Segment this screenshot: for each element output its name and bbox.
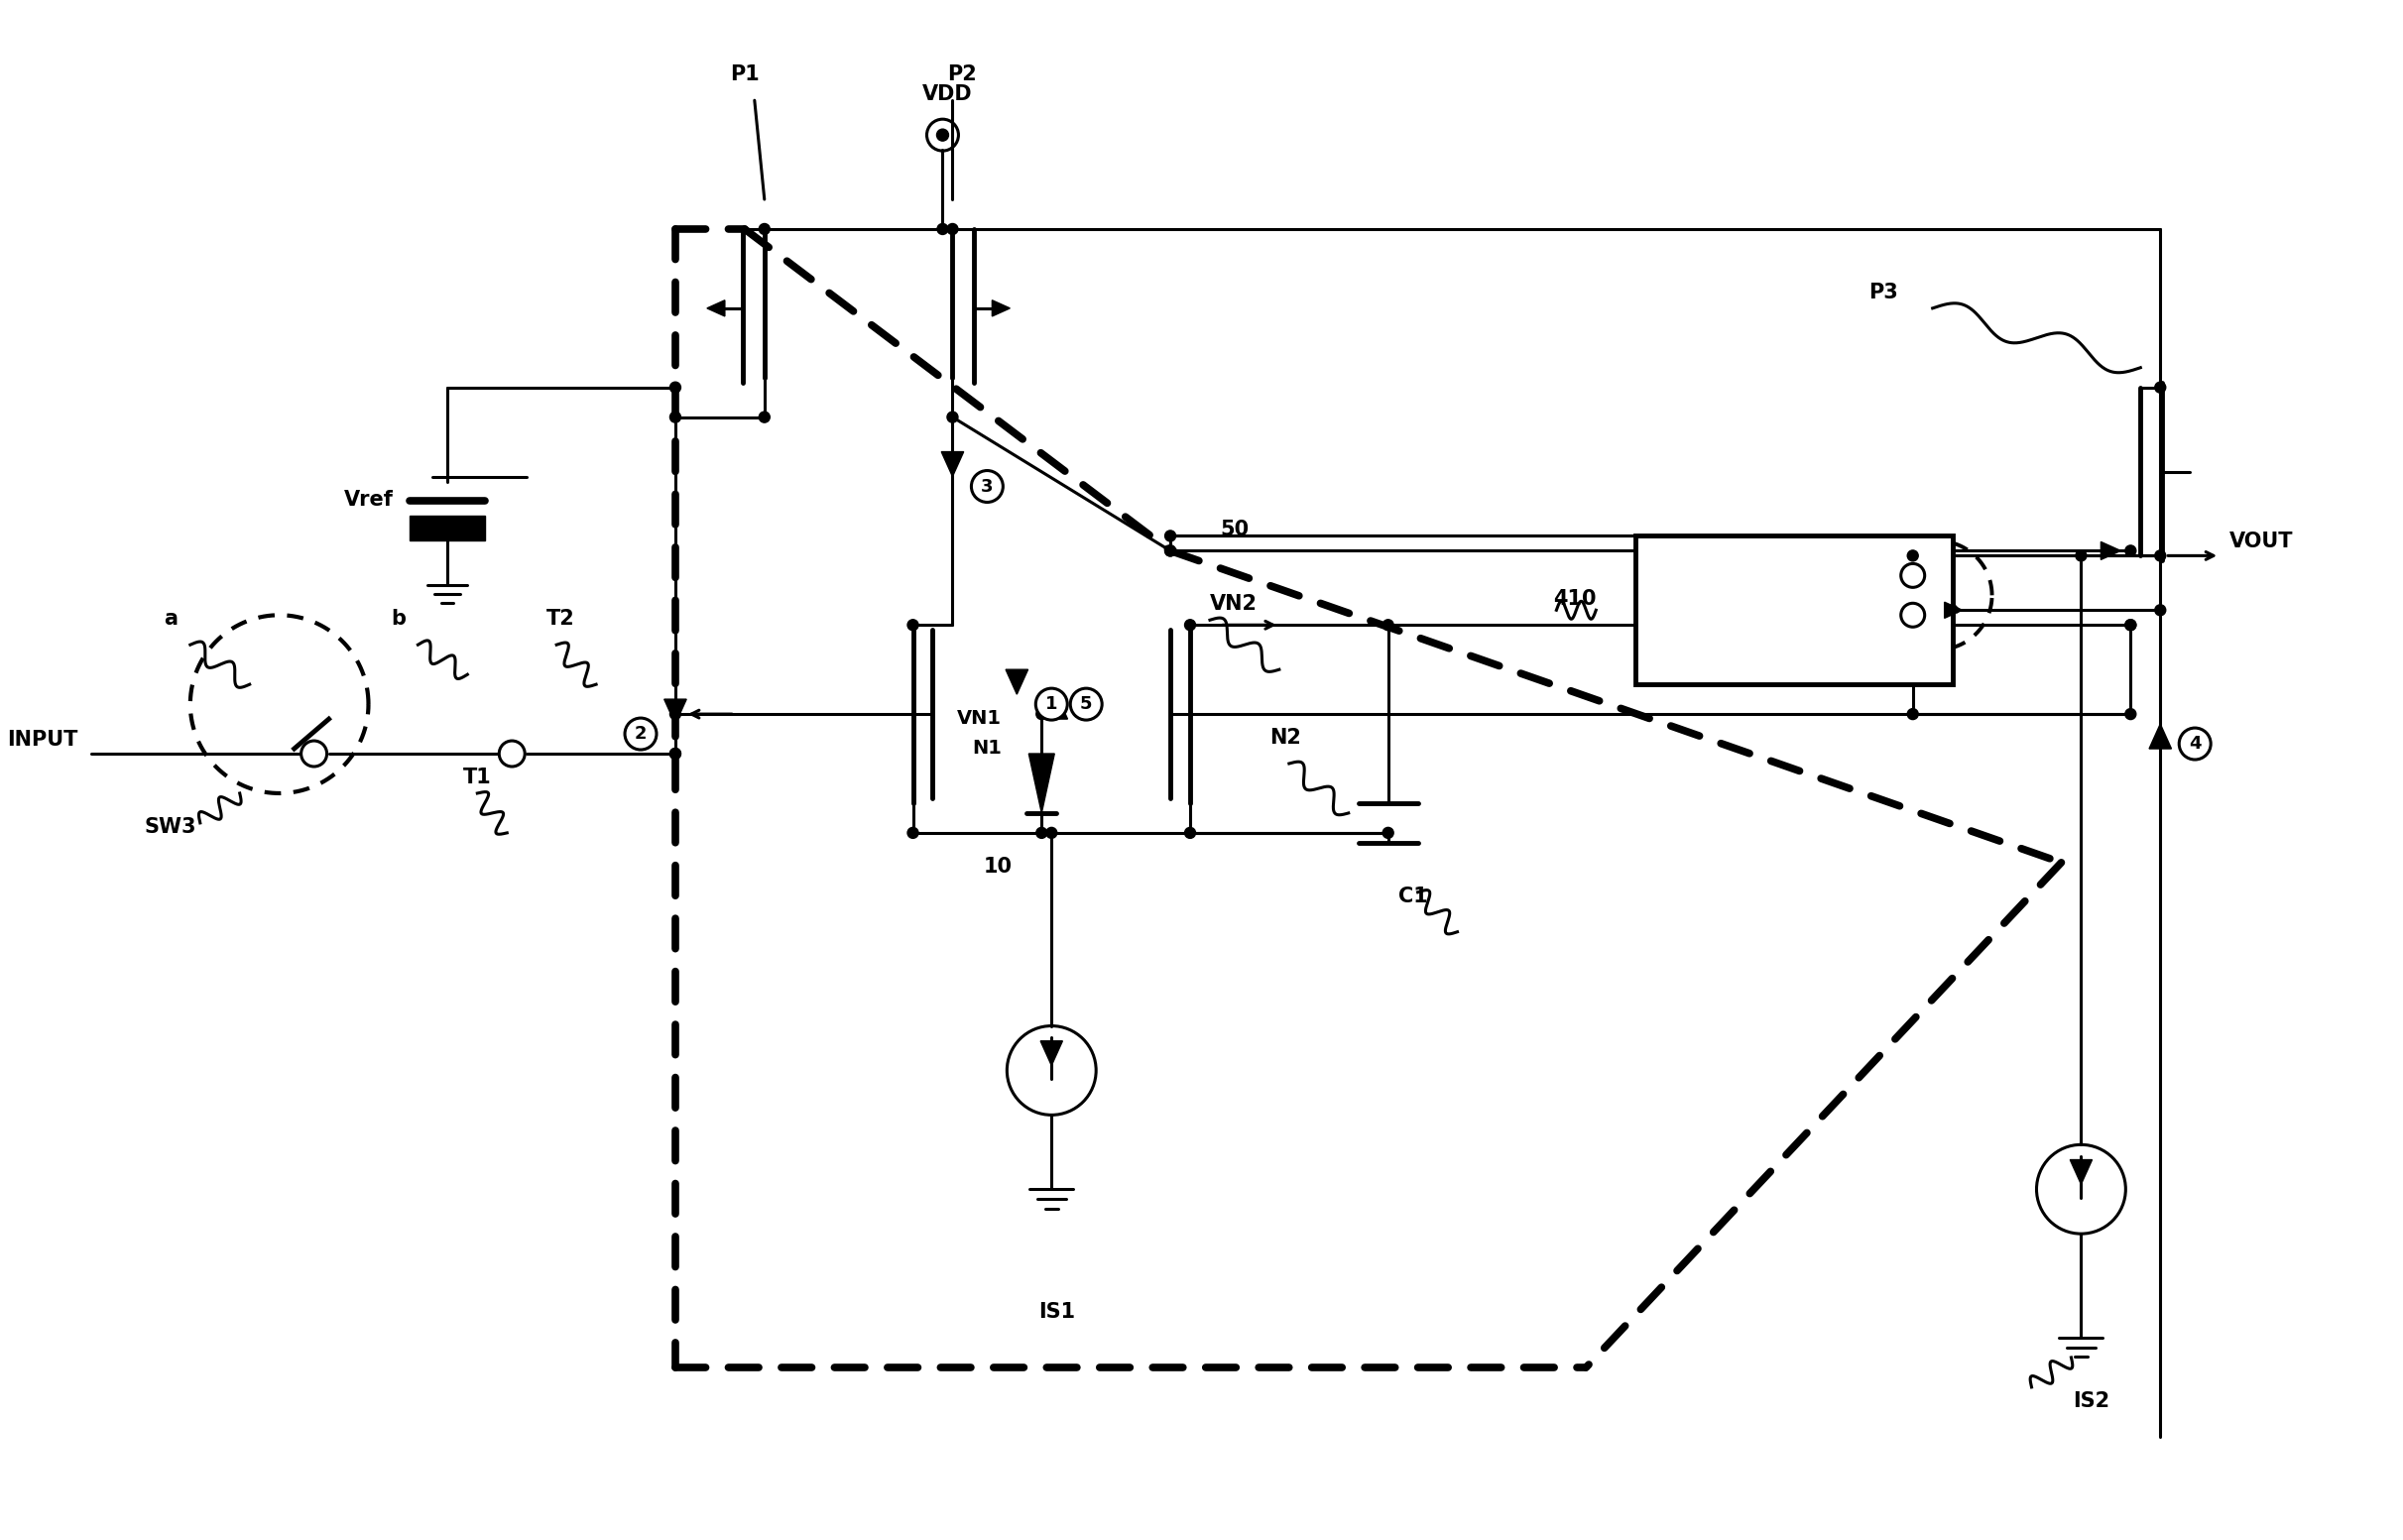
Circle shape [2124, 708, 2136, 719]
Bar [411, 516, 485, 541]
Circle shape [947, 223, 959, 234]
Circle shape [1036, 708, 1048, 719]
Text: a: a [163, 610, 178, 628]
Text: 50: 50 [1221, 521, 1250, 541]
Text: 1: 1 [1045, 695, 1057, 713]
Circle shape [1382, 619, 1394, 630]
Circle shape [1382, 827, 1394, 838]
Circle shape [1165, 530, 1175, 542]
Circle shape [971, 471, 1002, 502]
Circle shape [1165, 545, 1175, 556]
Text: 3: 3 [980, 477, 992, 496]
Text: SW1: SW1 [1812, 545, 1862, 565]
Text: a: a [1925, 534, 1939, 554]
Text: Vref: Vref [344, 490, 394, 510]
Circle shape [1165, 545, 1175, 556]
Circle shape [670, 748, 680, 759]
Text: P2: P2 [947, 65, 978, 85]
Polygon shape [1944, 602, 1963, 618]
Text: SW3: SW3 [144, 818, 197, 836]
Circle shape [2155, 382, 2165, 393]
Text: 4: 4 [2189, 735, 2201, 753]
Circle shape [759, 411, 769, 422]
Text: T1: T1 [464, 767, 493, 787]
Polygon shape [2148, 724, 2172, 748]
Text: 2: 2 [634, 725, 646, 742]
Polygon shape [2100, 542, 2122, 559]
Polygon shape [942, 451, 964, 476]
Polygon shape [992, 300, 1009, 316]
Circle shape [2155, 550, 2165, 561]
Circle shape [1036, 827, 1048, 838]
Circle shape [670, 748, 680, 759]
Polygon shape [1007, 670, 1028, 695]
Circle shape [947, 411, 959, 422]
Polygon shape [1040, 1041, 1062, 1066]
Text: VN1: VN1 [956, 708, 1002, 728]
Circle shape [937, 223, 949, 234]
Circle shape [2124, 545, 2136, 556]
Bar [1636, 536, 1951, 684]
Circle shape [2076, 550, 2086, 561]
Circle shape [670, 382, 680, 393]
Text: 10: 10 [983, 856, 1012, 876]
Circle shape [2180, 728, 2211, 759]
Circle shape [759, 223, 769, 234]
Circle shape [2124, 619, 2136, 630]
Text: INPUT: INPUT [7, 730, 77, 750]
Text: 5: 5 [1079, 695, 1093, 713]
Text: b: b [392, 610, 406, 628]
Text: P3: P3 [1870, 282, 1898, 302]
Polygon shape [706, 300, 726, 316]
Polygon shape [2069, 1160, 2093, 1184]
Circle shape [670, 708, 680, 719]
Circle shape [908, 827, 918, 838]
Text: IS2: IS2 [2071, 1391, 2110, 1411]
Circle shape [1185, 827, 1197, 838]
Polygon shape [1028, 753, 1055, 813]
Circle shape [2155, 605, 2165, 616]
Circle shape [1908, 550, 1918, 561]
Circle shape [670, 411, 680, 422]
Circle shape [1045, 827, 1057, 838]
Text: T2: T2 [545, 610, 574, 628]
Text: 410: 410 [1552, 590, 1596, 610]
Text: VN2: VN2 [1211, 594, 1257, 614]
Text: b: b [1896, 624, 1910, 644]
Text: 相位: 相位 [1781, 573, 1807, 593]
Circle shape [937, 129, 949, 142]
Text: N2: N2 [1269, 728, 1300, 748]
Text: VDD: VDD [923, 85, 973, 105]
Text: 调整器: 调整器 [1773, 633, 1814, 653]
Polygon shape [1045, 695, 1067, 719]
Circle shape [2124, 619, 2136, 630]
Circle shape [1069, 688, 1103, 721]
Text: N1: N1 [973, 739, 1002, 758]
Text: C1: C1 [1399, 887, 1427, 906]
Polygon shape [663, 699, 687, 724]
Circle shape [1036, 688, 1067, 721]
Text: IS1: IS1 [1038, 1301, 1074, 1321]
Circle shape [1185, 619, 1197, 630]
Circle shape [1908, 708, 1918, 719]
Circle shape [625, 718, 656, 750]
Text: VOUT: VOUT [2230, 531, 2292, 551]
Text: P1: P1 [731, 65, 759, 85]
Circle shape [908, 619, 918, 630]
